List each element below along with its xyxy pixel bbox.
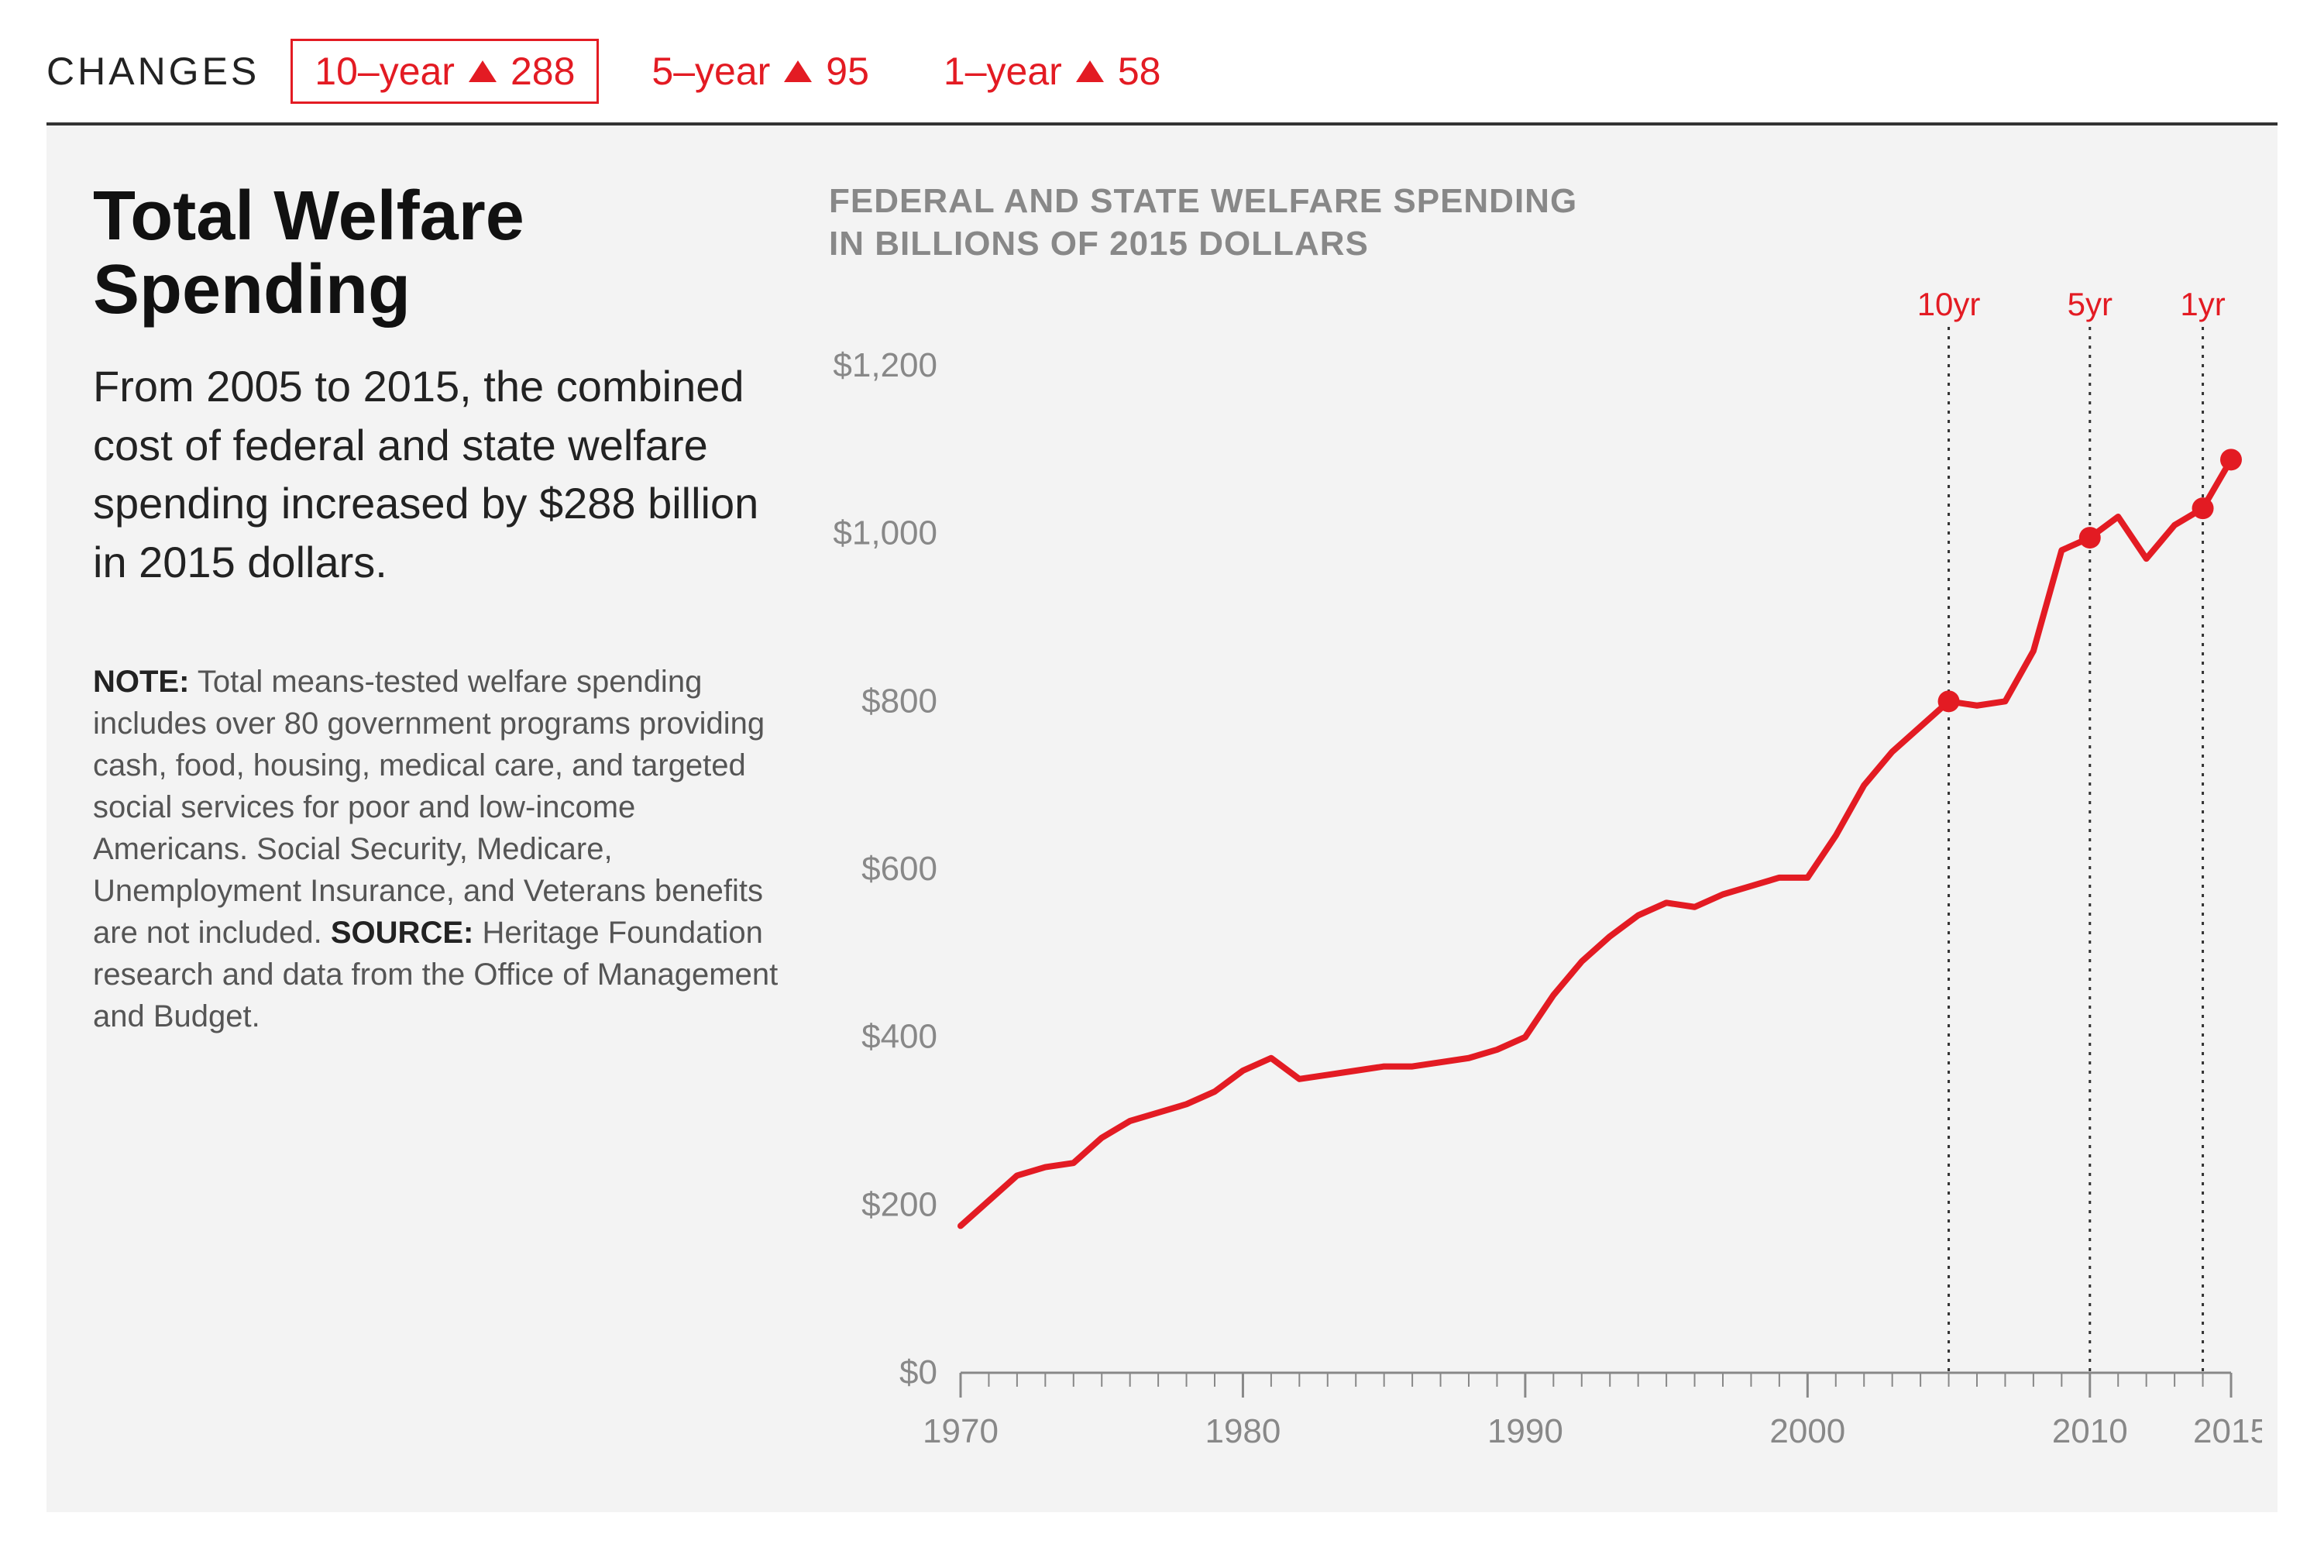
y-tick-label: $0	[899, 1353, 937, 1391]
y-tick-label: $200	[861, 1185, 937, 1223]
changes-bar: CHANGES 10–year 288 5–year 95 1–year 58	[46, 39, 2278, 126]
changes-label: CHANGES	[46, 49, 260, 94]
triangle-up-icon	[1076, 60, 1104, 82]
page-title: Total Welfare Spending	[93, 180, 790, 326]
data-marker	[1938, 690, 1960, 712]
change-value: 58	[1118, 49, 1161, 94]
y-tick-label: $400	[861, 1018, 937, 1056]
note-label: NOTE:	[93, 665, 189, 699]
chart-subtitle: FEDERAL AND STATE WELFARE SPENDING IN BI…	[829, 180, 2262, 265]
x-tick-label: 2010	[2052, 1412, 2128, 1450]
x-tick-label: 1980	[1205, 1412, 1281, 1450]
x-tick-label: 2000	[1769, 1412, 1845, 1450]
triangle-up-icon	[784, 60, 812, 82]
x-tick-label: 1990	[1487, 1412, 1563, 1450]
annotation-label: 5yr	[2068, 288, 2113, 322]
annotation-label: 10yr	[1917, 288, 1981, 322]
panel: Total Welfare Spending From 2005 to 2015…	[46, 126, 2278, 1512]
triangle-up-icon	[469, 60, 497, 82]
note-block: NOTE: Total means-tested welfare spendin…	[93, 661, 790, 1037]
change-item-0[interactable]: 10–year 288	[290, 39, 599, 104]
change-value: 95	[826, 49, 869, 94]
left-column: Total Welfare Spending From 2005 to 2015…	[93, 180, 790, 1466]
change-period: 1–year	[944, 49, 1062, 94]
data-marker	[2192, 497, 2214, 519]
chart-column: FEDERAL AND STATE WELFARE SPENDING IN BI…	[806, 180, 2262, 1466]
y-tick-label: $600	[861, 850, 937, 888]
annotation-label: 1yr	[2180, 288, 2225, 322]
note-text: Total means-tested welfare spending incl…	[93, 665, 765, 950]
data-marker	[2079, 527, 2101, 548]
description: From 2005 to 2015, the combined cost of …	[93, 357, 790, 591]
change-item-2[interactable]: 1–year 58	[922, 39, 1183, 104]
y-tick-label: $1,000	[833, 514, 937, 552]
data-line	[961, 459, 2231, 1226]
chart: $0 $200 $400 $600 $800 $1,000 $1,200 1970 1980 19…	[806, 288, 2262, 1466]
x-tick-label: 2015	[2193, 1412, 2262, 1450]
source-label: SOURCE:	[331, 916, 473, 950]
change-item-1[interactable]: 5–year 95	[630, 39, 891, 104]
change-period: 10–year	[315, 49, 455, 94]
y-tick-label: $800	[861, 682, 937, 720]
x-tick-label: 1970	[923, 1412, 999, 1450]
data-marker	[2220, 449, 2242, 470]
y-tick-label: $1,200	[833, 346, 937, 384]
change-value: 288	[511, 49, 575, 94]
change-period: 5–year	[651, 49, 770, 94]
